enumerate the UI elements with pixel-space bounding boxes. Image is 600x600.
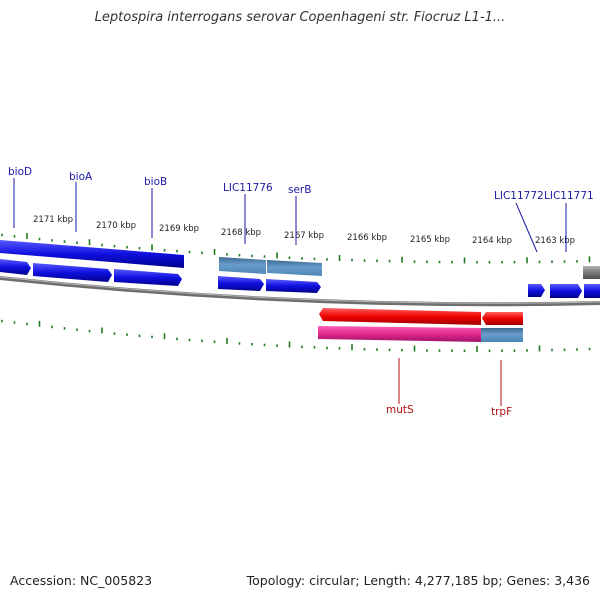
gene-label-trpF[interactable]: trpF	[491, 406, 512, 418]
gene-bioD-arrow[interactable]	[0, 259, 31, 275]
kbp-label-2165: 2165 kbp	[410, 235, 450, 245]
gene-serB-arrow[interactable]	[266, 279, 321, 293]
gene-serB-cds[interactable]	[267, 260, 322, 276]
gene-label-bioB[interactable]: bioB	[144, 176, 167, 188]
gene-LIC11772-arrow[interactable]	[528, 284, 545, 297]
genome-summary: Topology: circular; Length: 4,277,185 bp…	[246, 573, 590, 588]
genome-backbone-highlight	[0, 276, 600, 304]
kbp-label-2167: 2167 kbp	[284, 231, 324, 241]
gene-label-LIC11771[interactable]: LIC11771	[544, 190, 594, 202]
gene-trpF-cds[interactable]	[481, 328, 523, 342]
kbp-label-2164: 2164 kbp	[472, 236, 512, 246]
gene-label-serB[interactable]: serB	[288, 184, 311, 196]
gene-label-bioA[interactable]: bioA	[69, 171, 93, 183]
gene-label-LIC11772[interactable]: LIC11772	[494, 190, 544, 202]
reverse-gene-track	[318, 308, 523, 342]
gene-LIC11776-arrow[interactable]	[218, 276, 264, 291]
forward-gene-track-upper	[0, 240, 600, 279]
kbp-scale: 2171 kbp 2170 kbp 2169 kbp 2168 kbp 2167…	[33, 215, 575, 246]
gene-LIC11771-arrow[interactable]	[550, 284, 582, 298]
gene-bioA-arrow[interactable]	[33, 263, 112, 282]
accession-label: Accession: NC_005823	[10, 573, 153, 588]
gene-trpF-arrow[interactable]	[482, 312, 523, 325]
gene-LIC11776-cds[interactable]	[219, 257, 266, 274]
reverse-tick-row	[1, 319, 591, 353]
forward-tick-row	[1, 233, 591, 264]
kbp-label-2171: 2171 kbp	[33, 215, 73, 225]
kbp-label-2169: 2169 kbp	[159, 224, 199, 234]
kbp-label-2163: 2163 kbp	[535, 236, 575, 246]
gene-mutS-cds[interactable]	[318, 326, 481, 342]
kbp-label-2168: 2168 kbp	[221, 228, 261, 238]
other-feature-right[interactable]	[583, 266, 600, 279]
gene-label-bioD[interactable]: bioD	[8, 166, 32, 178]
gene-bioD-bioA-bioB-block[interactable]	[0, 240, 184, 268]
gene-label-mutS[interactable]: mutS	[386, 404, 414, 416]
leader-line-LIC11772	[515, 202, 538, 253]
reverse-gene-labels: mutS trpF	[386, 358, 512, 418]
gene-label-LIC11776[interactable]: LIC11776	[223, 182, 273, 194]
forward-gene-labels: bioD bioA bioB LIC11776 serB LIC11772 LI…	[8, 166, 594, 253]
gene-bioB-arrow[interactable]	[114, 269, 182, 286]
gene-forward-partial-right[interactable]	[584, 284, 600, 298]
kbp-label-2166: 2166 kbp	[347, 233, 387, 243]
forward-gene-track-lower	[0, 259, 600, 298]
kbp-label-2170: 2170 kbp	[96, 221, 136, 231]
genome-backbone	[0, 276, 600, 307]
gene-mutS-arrow[interactable]	[319, 308, 481, 325]
genome-title: Leptospira interrogans serovar Copenhage…	[94, 10, 506, 25]
